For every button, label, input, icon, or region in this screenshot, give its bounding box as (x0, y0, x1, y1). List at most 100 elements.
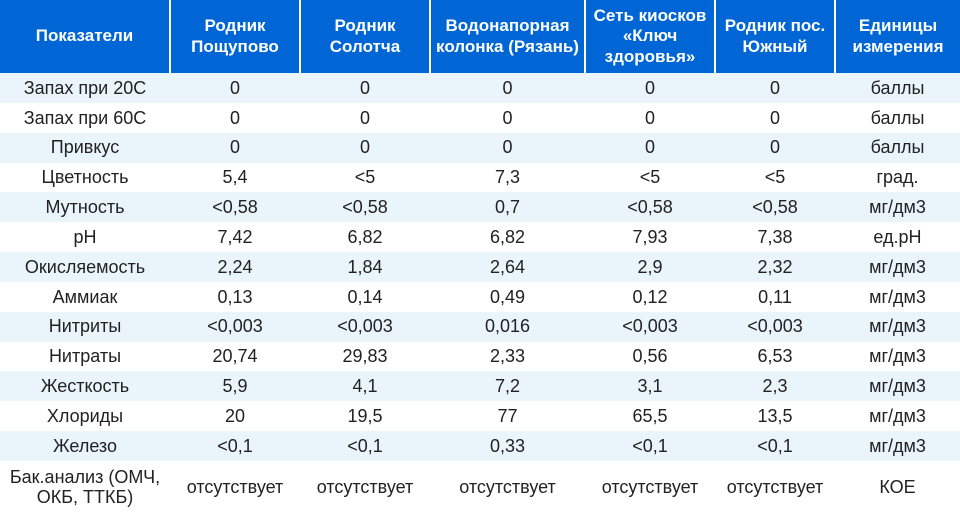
row-label: Нитриты (0, 312, 170, 342)
col-header: Водонапорная колонка (Рязань) (430, 0, 585, 73)
row-value: 20 (170, 401, 300, 431)
row-value: 0,016 (430, 312, 585, 342)
row-unit: мг/дм3 (835, 192, 960, 222)
row-value: 0 (715, 133, 835, 163)
row-value: отсутствует (170, 461, 300, 514)
row-value: 0 (585, 73, 715, 103)
col-header: Сеть киосков «Ключ здоровья» (585, 0, 715, 73)
row-label: Окисляемость (0, 252, 170, 282)
row-value: <0,1 (585, 431, 715, 461)
row-value: 5,4 (170, 163, 300, 193)
col-header: Показатели (0, 0, 170, 73)
row-value: 0,7 (430, 192, 585, 222)
row-unit: мг/дм3 (835, 252, 960, 282)
row-value: 7,2 (430, 371, 585, 401)
row-value: <0,003 (585, 312, 715, 342)
row-label: Аммиак (0, 282, 170, 312)
row-value: 0,11 (715, 282, 835, 312)
row-value: 5,9 (170, 371, 300, 401)
row-value: <5 (715, 163, 835, 193)
row-value: <0,58 (300, 192, 430, 222)
col-header: Единицы измерения (835, 0, 960, 73)
table-row: Нитраты20,7429,832,330,566,53мг/дм3 (0, 342, 960, 372)
row-label: Бак.анализ (ОМЧ, ОКБ, ТТКБ) (0, 461, 170, 514)
row-value: <5 (300, 163, 430, 193)
row-label: Цветность (0, 163, 170, 193)
table-row: Мутность<0,58<0,580,7<0,58<0,58мг/дм3 (0, 192, 960, 222)
row-value: 6,53 (715, 342, 835, 372)
row-value: 7,38 (715, 222, 835, 252)
row-value: 0 (430, 73, 585, 103)
row-value: 65,5 (585, 401, 715, 431)
row-label: Хлориды (0, 401, 170, 431)
table-row: Окисляемость2,241,842,642,92,32мг/дм3 (0, 252, 960, 282)
row-unit: мг/дм3 (835, 371, 960, 401)
row-value: 0 (715, 103, 835, 133)
row-value: 7,3 (430, 163, 585, 193)
row-value: <0,58 (715, 192, 835, 222)
row-value: <0,58 (170, 192, 300, 222)
row-value: 0 (300, 73, 430, 103)
row-unit: ед.pH (835, 222, 960, 252)
row-value: 0 (300, 103, 430, 133)
row-value: отсутствует (300, 461, 430, 514)
row-value: 0,49 (430, 282, 585, 312)
row-label: Мутность (0, 192, 170, 222)
row-value: <0,58 (585, 192, 715, 222)
row-value: 19,5 (300, 401, 430, 431)
row-value: 0 (585, 133, 715, 163)
row-unit: мг/дм3 (835, 312, 960, 342)
col-header: Родник Пощупово (170, 0, 300, 73)
row-value: 2,24 (170, 252, 300, 282)
row-value: отсутствует (430, 461, 585, 514)
row-value: <0,003 (715, 312, 835, 342)
row-label: Железо (0, 431, 170, 461)
row-value: 0 (300, 133, 430, 163)
table-row: Привкус00000баллы (0, 133, 960, 163)
row-value: <5 (585, 163, 715, 193)
row-unit: мг/дм3 (835, 401, 960, 431)
table-row: Цветность5,4<57,3<5<5град. (0, 163, 960, 193)
row-value: 6,82 (300, 222, 430, 252)
row-label: Жесткость (0, 371, 170, 401)
table-body: Запах при 20С00000баллыЗапах при 60С0000… (0, 73, 960, 514)
row-value: 0,13 (170, 282, 300, 312)
row-label: Запах при 60С (0, 103, 170, 133)
row-value: 0,14 (300, 282, 430, 312)
row-value: 77 (430, 401, 585, 431)
row-value: 3,1 (585, 371, 715, 401)
row-value: 0 (430, 133, 585, 163)
row-value: <0,003 (300, 312, 430, 342)
row-value: 20,74 (170, 342, 300, 372)
row-unit: мг/дм3 (835, 282, 960, 312)
row-value: 2,3 (715, 371, 835, 401)
row-value: 0 (170, 133, 300, 163)
row-value: 6,82 (430, 222, 585, 252)
row-value: 0,56 (585, 342, 715, 372)
table-row: Аммиак0,130,140,490,120,11мг/дм3 (0, 282, 960, 312)
table-row: Запах при 60С00000баллы (0, 103, 960, 133)
row-value: 7,93 (585, 222, 715, 252)
row-value: отсутствует (585, 461, 715, 514)
water-quality-table: Показатели Родник Пощупово Родник Солотч… (0, 0, 960, 514)
row-unit: град. (835, 163, 960, 193)
row-value: <0,1 (170, 431, 300, 461)
table-row: Хлориды2019,57765,513,5мг/дм3 (0, 401, 960, 431)
row-value: <0,1 (715, 431, 835, 461)
row-value: 2,9 (585, 252, 715, 282)
row-value: 0,33 (430, 431, 585, 461)
table-row: Запах при 20С00000баллы (0, 73, 960, 103)
row-value: 13,5 (715, 401, 835, 431)
row-unit: КОЕ (835, 461, 960, 514)
row-unit: баллы (835, 103, 960, 133)
table-row: Жесткость5,94,17,23,12,3мг/дм3 (0, 371, 960, 401)
row-label: Запах при 20С (0, 73, 170, 103)
row-value: 0,12 (585, 282, 715, 312)
row-unit: мг/дм3 (835, 342, 960, 372)
row-value: 4,1 (300, 371, 430, 401)
row-value: 1,84 (300, 252, 430, 282)
table-header-row: Показатели Родник Пощупово Родник Солотч… (0, 0, 960, 73)
row-label: Привкус (0, 133, 170, 163)
row-unit: баллы (835, 73, 960, 103)
row-value: 0 (585, 103, 715, 133)
